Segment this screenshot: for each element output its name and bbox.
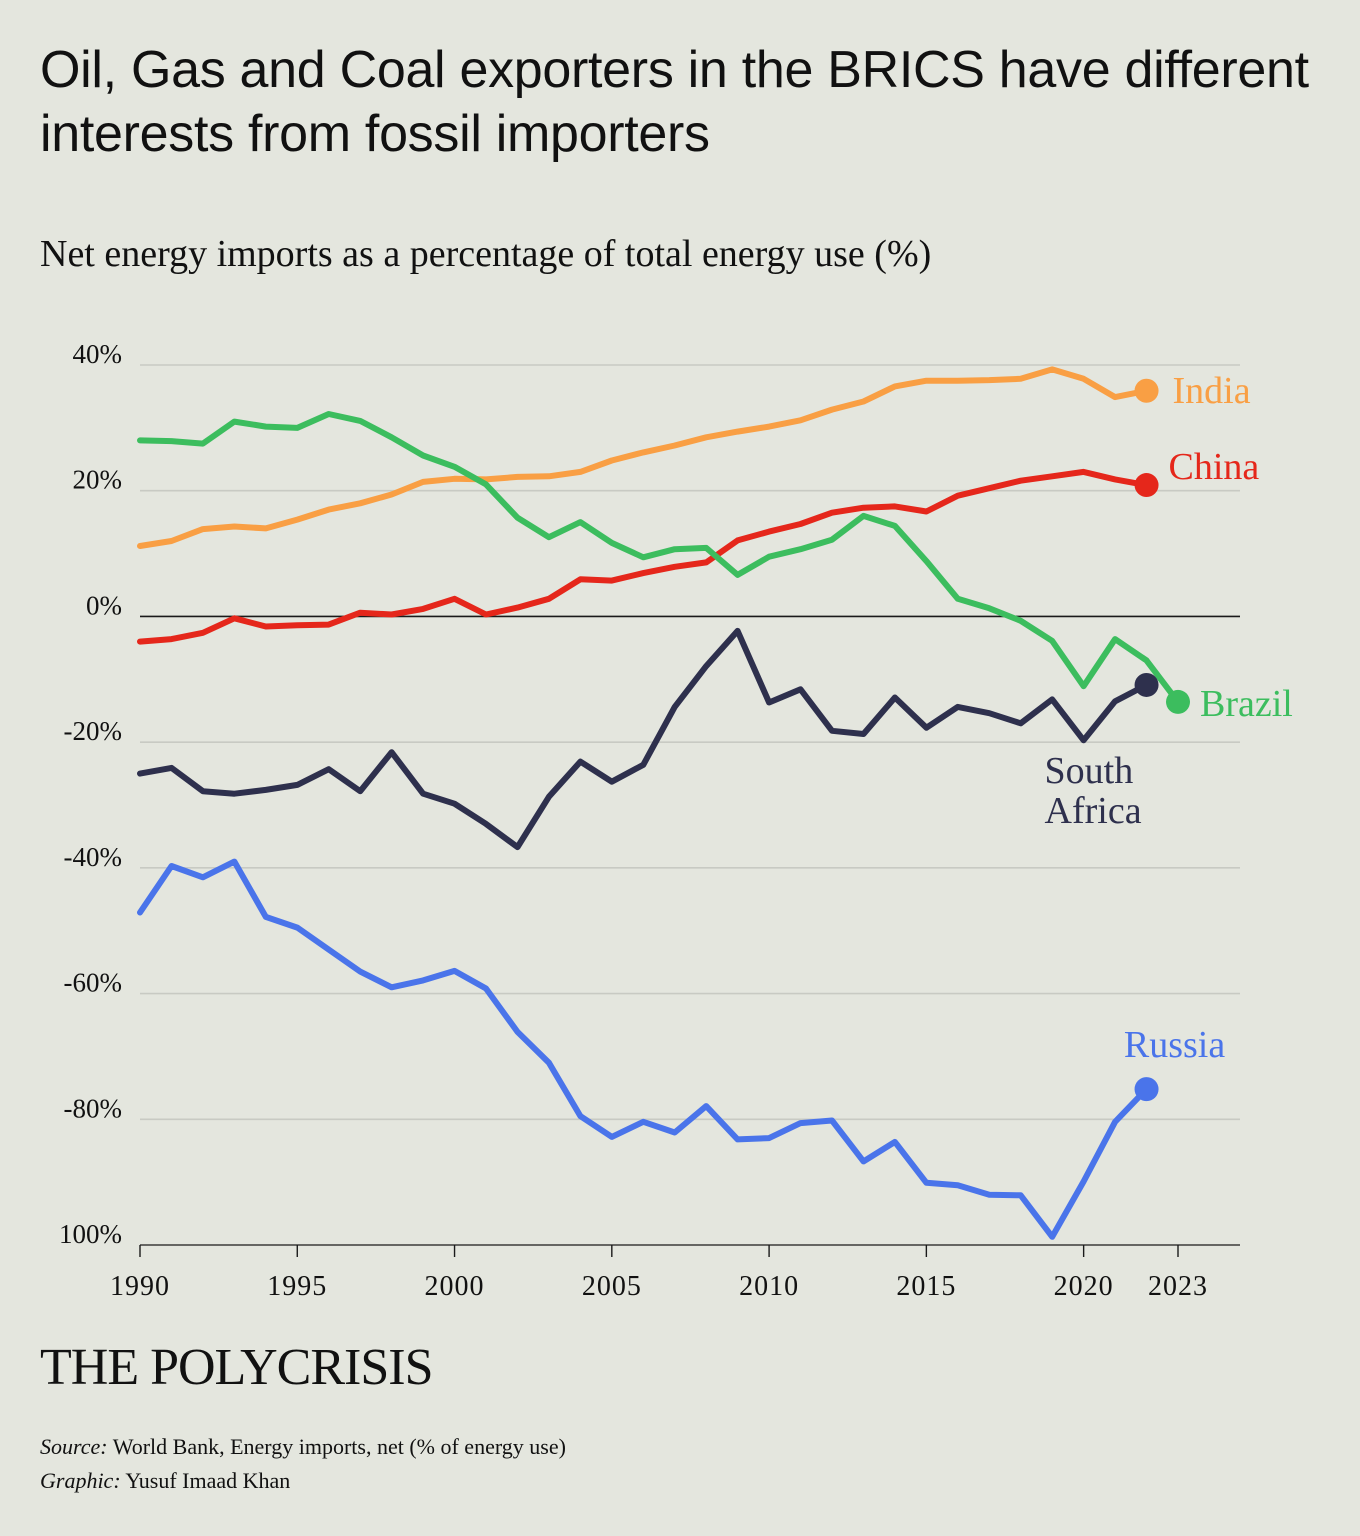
y-tick-label: -20% — [64, 716, 122, 746]
series-label-brazil: Brazil — [1200, 683, 1293, 725]
y-tick-label: -60% — [64, 968, 122, 998]
series-line-south-africa — [137, 627, 1150, 851]
y-axis-tick-labels: 40% 20% 0% -20% -40% -60% -80% 100% — [59, 339, 122, 1249]
series-end-labels: India China Brazil South Africa Russia — [1045, 370, 1293, 1066]
chart-title: Oil, Gas and Coal exporters in the BRICS… — [40, 41, 1309, 163]
credits: Source: World Bank, Energy imports, net … — [40, 1430, 566, 1498]
y-tick-label: -40% — [64, 842, 122, 872]
series-line-brazil — [137, 411, 1181, 705]
series-label-russia: Russia — [1124, 1024, 1225, 1066]
source-line: Source: World Bank, Energy imports, net … — [40, 1430, 566, 1464]
y-tick-label: -80% — [64, 1093, 122, 1123]
line-chart: 40% 20% 0% -20% -40% -60% -80% 100% 1990 1995 200… — [59, 339, 1293, 1302]
y-tick-label: 100% — [59, 1219, 122, 1249]
x-tick-label: 2005 — [582, 1271, 642, 1302]
series-label-line: Africa — [1045, 790, 1142, 832]
graphic-label: Graphic: — [40, 1468, 121, 1493]
series-end-dot-india — [1134, 378, 1159, 403]
x-tick-label: 2023 — [1148, 1271, 1208, 1302]
y-tick-label: 20% — [73, 465, 123, 495]
graphic-line: Graphic: Yusuf Imaad Khan — [40, 1464, 566, 1498]
grid-lines — [140, 364, 1240, 1246]
series-end-dot-russia — [1134, 1077, 1159, 1102]
x-axis: 1990 1995 2000 2005 2010 2015 2020 2023 — [110, 1245, 1208, 1302]
x-tick-label: 2010 — [739, 1271, 799, 1302]
brand-logo-text: THE POLYCRISIS — [40, 1339, 434, 1396]
x-tick-label: 2015 — [896, 1271, 956, 1302]
series-label-india: India — [1173, 370, 1251, 412]
source-text: World Bank, Energy imports, net (% of en… — [112, 1434, 566, 1459]
series-label-south-africa: South Africa — [1045, 750, 1142, 832]
x-tick-label: 2000 — [425, 1271, 485, 1302]
series-label-china: China — [1169, 446, 1260, 488]
source-label: Source: — [40, 1434, 108, 1459]
chart-subtitle: Net energy imports as a percentage of to… — [40, 233, 932, 275]
x-tick-label: 1990 — [110, 1271, 170, 1302]
series-line-india — [137, 366, 1150, 549]
series-line-china — [137, 468, 1150, 645]
series-line-russia — [137, 858, 1150, 1240]
series-end-dot-china — [1134, 473, 1159, 498]
series-label-line: South — [1045, 750, 1134, 792]
y-tick-label: 0% — [86, 590, 122, 620]
x-tick-label: 2020 — [1054, 1271, 1114, 1302]
series-end-dot-brazil — [1166, 689, 1190, 714]
x-tick-label: 1995 — [267, 1271, 327, 1302]
series-lines — [137, 366, 1190, 1240]
graphic-text: Yusuf Imaad Khan — [125, 1468, 291, 1493]
y-tick-label: 40% — [73, 339, 123, 369]
series-end-dot-south-africa — [1134, 672, 1159, 697]
